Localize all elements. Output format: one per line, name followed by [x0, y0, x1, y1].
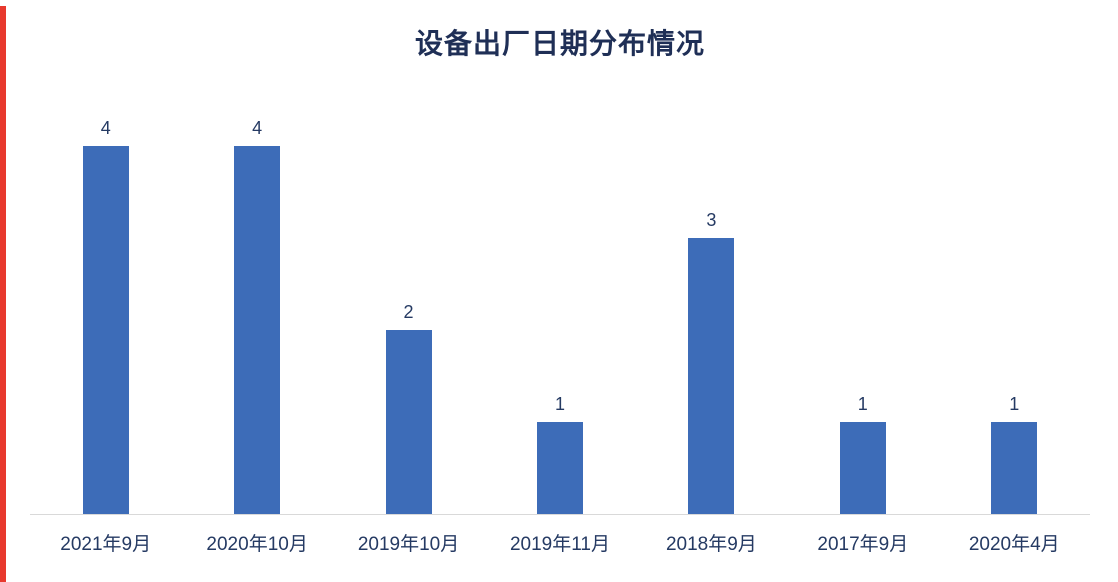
- x-axis-label: 2020年10月: [206, 534, 308, 555]
- bar-column: 2: [339, 302, 479, 514]
- bar: [991, 422, 1038, 514]
- bar-value-label: 4: [252, 118, 263, 138]
- bar-value-label: 1: [1009, 394, 1020, 414]
- bar: [688, 238, 735, 514]
- plot-area: 4 4 2 1 3 1 1: [30, 78, 1090, 515]
- x-axis-label: 2020年4月: [968, 534, 1060, 555]
- bar-column: 4: [187, 118, 327, 514]
- bar-value-label: 4: [100, 118, 111, 138]
- chart-title: 设备出厂日期分布情况: [414, 28, 705, 59]
- x-axis-label: 2021年9月: [60, 534, 152, 555]
- bar: [234, 146, 281, 514]
- bar: [385, 330, 432, 514]
- bar: [839, 422, 886, 514]
- bar-value-label: 3: [706, 210, 717, 230]
- bar: [82, 146, 129, 514]
- bar-value-label: 1: [857, 394, 868, 414]
- left-red-strip: [0, 6, 6, 582]
- bar-column: 1: [944, 394, 1084, 514]
- x-axis-label: 2019年10月: [357, 534, 460, 555]
- bar-column: 1: [793, 394, 933, 514]
- bar-chart: 设备出厂日期分布情况 4 4 2 1 3 1 1 2021年9月 2020年10月 2019年1…: [10, 0, 1110, 582]
- x-axis-label: 2017年9月: [817, 534, 909, 555]
- bar-value-label: 1: [554, 394, 565, 414]
- x-axis-label: 2019年11月: [509, 534, 610, 555]
- bar-value-label: 2: [403, 302, 414, 322]
- bar-column: 4: [36, 118, 176, 514]
- x-axis-labels: 2021年9月 2020年10月 2019年10月 2019年11月 2018年9月 20…: [30, 515, 1090, 556]
- bar: [536, 422, 583, 514]
- bar-column: 3: [641, 210, 781, 514]
- bar-column: 1: [490, 394, 630, 514]
- x-axis-label: 2018年9月: [665, 534, 757, 555]
